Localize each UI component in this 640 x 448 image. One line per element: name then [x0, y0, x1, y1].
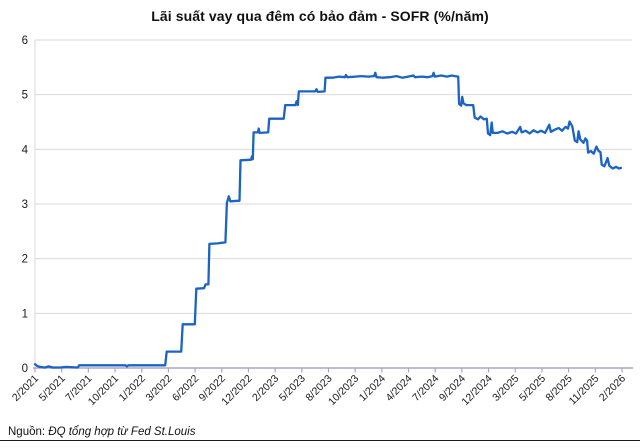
svg-text:1/2022: 1/2022: [117, 373, 148, 404]
svg-text:3/2022: 3/2022: [143, 373, 174, 404]
svg-text:2: 2: [22, 254, 28, 266]
svg-text:2/2023: 2/2023: [250, 373, 281, 404]
svg-text:4/2024: 4/2024: [383, 373, 414, 404]
svg-text:4: 4: [22, 144, 29, 156]
svg-text:5: 5: [22, 90, 28, 102]
svg-text:1: 1: [22, 308, 28, 320]
svg-text:3/2025: 3/2025: [490, 373, 521, 404]
svg-text:6: 6: [22, 35, 28, 47]
svg-text:1/2024: 1/2024: [357, 373, 388, 404]
svg-text:6/2022: 6/2022: [170, 373, 201, 404]
svg-text:11/2025: 11/2025: [567, 373, 602, 408]
source-note: Nguồn: ĐQ tổng hợp từ Fed St.Louis: [8, 426, 196, 438]
source-text: ĐQ tổng hợp từ Fed St.Louis: [48, 426, 196, 438]
svg-text:5/2023: 5/2023: [277, 373, 308, 404]
bottom-divider: [0, 440, 640, 441]
svg-text:0: 0: [22, 363, 28, 375]
svg-text:3: 3: [22, 199, 28, 211]
svg-text:2/2026: 2/2026: [597, 373, 628, 404]
chart-title: Lãi suất vay qua đêm có bảo đảm - SOFR (…: [151, 8, 489, 24]
svg-text:5/2021: 5/2021: [37, 373, 68, 404]
svg-text:7/2024: 7/2024: [410, 373, 441, 404]
svg-text:5/2025: 5/2025: [517, 373, 548, 404]
svg-text:2/2021: 2/2021: [10, 373, 41, 404]
source-prefix: Nguồn:: [8, 426, 49, 438]
